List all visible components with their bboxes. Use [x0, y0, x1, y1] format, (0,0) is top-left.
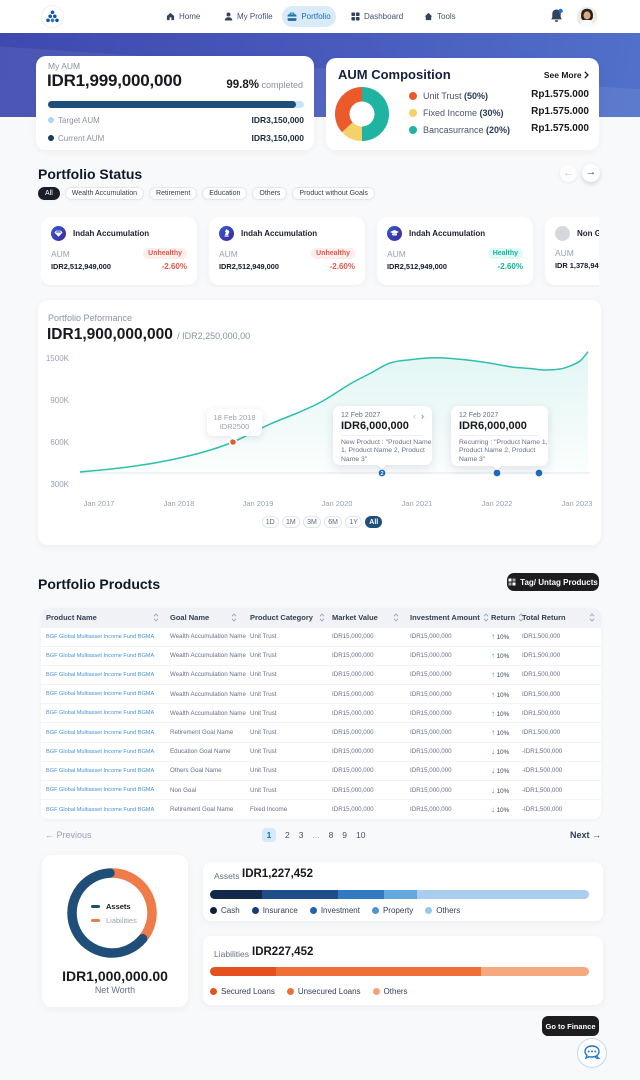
- svg-text:900K: 900K: [50, 396, 69, 405]
- svg-text:Jan 2017: Jan 2017: [84, 499, 115, 508]
- svg-text:1500K: 1500K: [46, 354, 70, 363]
- svg-text:2: 2: [380, 471, 383, 477]
- svg-text:Jan 2023: Jan 2023: [562, 499, 593, 508]
- svg-text:Jan 2020: Jan 2020: [322, 499, 353, 508]
- svg-text:Jan 2018: Jan 2018: [164, 499, 195, 508]
- svg-text:Jan 2019: Jan 2019: [243, 499, 274, 508]
- svg-text:Jan 2022: Jan 2022: [482, 499, 513, 508]
- svg-text:Jan 2021: Jan 2021: [402, 499, 433, 508]
- svg-text:600K: 600K: [50, 438, 69, 447]
- svg-text:300K: 300K: [50, 480, 69, 489]
